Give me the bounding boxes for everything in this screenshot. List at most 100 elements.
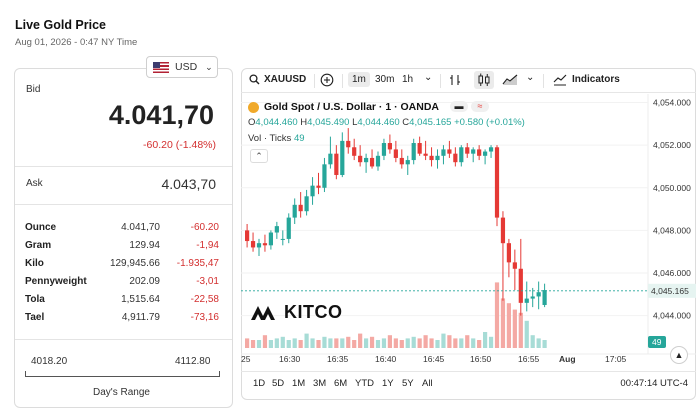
volume-bar: [256, 340, 262, 348]
unit-row-tola: Tola 1,515.64 -22,58: [25, 294, 220, 308]
unit-change: -22,58: [190, 294, 219, 305]
unit-name: Tael: [25, 312, 45, 323]
range-ytd[interactable]: YTD: [355, 378, 374, 389]
candles-button[interactable]: [474, 71, 494, 89]
volume-bar: [435, 340, 440, 348]
candle-body: [411, 143, 416, 161]
range-1m[interactable]: 1M: [292, 378, 306, 389]
indicators-button[interactable]: Indicators: [553, 73, 620, 86]
candle-body: [453, 153, 458, 163]
symbol-legend[interactable]: Gold Spot / U.S. Dollar · 1 · OANDA: [248, 101, 439, 113]
unit-price: 4,911.79: [121, 312, 160, 323]
tradingview-logo-icon[interactable]: ▲: [670, 346, 688, 364]
range-3m[interactable]: 3M: [313, 378, 327, 389]
volume-bar: [298, 340, 303, 348]
approx-badge-icon[interactable]: ≈: [471, 101, 489, 112]
area-chart-icon: [502, 74, 518, 85]
range-1d[interactable]: 1D: [253, 378, 266, 389]
unit-change: -60.20: [190, 222, 219, 233]
range-1y[interactable]: 1Y: [382, 378, 394, 389]
x-tick-label: 16:50: [470, 354, 492, 364]
unit-name: Gram: [25, 240, 52, 251]
range-all[interactable]: All: [422, 378, 433, 389]
x-tick-label: 25: [241, 354, 251, 364]
currency-select[interactable]: USD ⌄: [146, 56, 218, 78]
interval-dropdown-icon[interactable]: ⌄: [424, 72, 433, 83]
candle-body: [334, 153, 339, 175]
chart-type-dropdown-icon[interactable]: ⌄: [526, 72, 535, 83]
candle-body: [274, 226, 279, 233]
toolbar-divider: [440, 74, 441, 88]
candle-body: [423, 153, 428, 156]
candle-body: [369, 157, 375, 167]
volume-bar: [447, 335, 452, 348]
candle-body: [500, 217, 506, 244]
symbol-legend-title: Gold Spot / U.S. Dollar · 1 · OANDA: [264, 101, 440, 113]
volume-bar: [310, 338, 315, 348]
candle-body: [518, 268, 523, 303]
current-price-label: 4,045.165: [651, 286, 689, 296]
volume-bar: [369, 336, 375, 348]
day-range-low: 4018.20: [31, 356, 68, 367]
range-6m[interactable]: 6M: [334, 378, 348, 389]
candle-body: [477, 149, 482, 156]
volume-bars: [245, 282, 547, 348]
symbol-label: XAUUSD: [264, 74, 307, 85]
candle-body: [304, 196, 309, 212]
candle-body: [471, 149, 476, 154]
volume-bar: [381, 338, 387, 348]
unit-name: Kilo: [25, 258, 44, 269]
symbol-search[interactable]: XAUUSD: [249, 74, 306, 85]
open-value: 4,044.460: [255, 117, 298, 128]
divider: [15, 204, 232, 205]
kitco-mark-icon: [251, 305, 275, 320]
volume-bar: [250, 340, 256, 348]
page-title: Live Gold Price: [15, 18, 107, 32]
volume-bar: [286, 340, 291, 348]
unit-row-kilo: Kilo 129,945.66 -1.935,47: [25, 258, 220, 272]
indicators-label: Indicators: [572, 74, 620, 85]
volume-bar: [340, 338, 345, 348]
chart-timestamp[interactable]: 00:47:14 UTC-4: [620, 378, 688, 389]
divider: [15, 339, 232, 340]
volume-bar: [352, 340, 357, 348]
unit-price: 129.94: [129, 240, 160, 251]
compare-button[interactable]: [320, 73, 334, 90]
day-range-label: Day's Range: [93, 387, 150, 398]
area-chart-button[interactable]: [502, 73, 518, 89]
range-5d[interactable]: 5D: [272, 378, 285, 389]
candle-body: [542, 290, 547, 305]
volume-legend[interactable]: Vol · Ticks 49: [248, 133, 305, 144]
unit-row-tael: Tael 4,911.79 -73,16: [25, 312, 220, 326]
ohlc-values: O4,044.460 H4,045.490 L4,044.460 C4,045.…: [248, 117, 525, 128]
unit-change: -1.935,47: [176, 258, 219, 269]
x-tick-label: 16:30: [279, 354, 301, 364]
volume-legend-label: Vol · Ticks: [248, 133, 292, 144]
unit-name: Pennyweight: [25, 276, 87, 287]
candle-body: [286, 217, 291, 239]
bid-value: 4.041,70: [108, 100, 214, 130]
volume-bar: [262, 335, 268, 348]
candle-body: [364, 157, 369, 163]
current-price-tag: [648, 283, 696, 298]
price-chart[interactable]: 4,054.000 4,052.000 4,050.000 4,048.000 4,04…: [241, 94, 696, 371]
minus-badge-icon[interactable]: ▬: [450, 101, 468, 112]
volume-bar: [334, 338, 339, 348]
volume-bar: [328, 338, 333, 348]
bars-pattern-button[interactable]: [448, 73, 462, 90]
interval-30m[interactable]: 30m: [375, 74, 395, 85]
candle-body: [435, 155, 440, 161]
volume-bar: [483, 332, 488, 348]
unit-price: 4.041,70: [121, 222, 160, 233]
collapse-legend-button[interactable]: ⌃: [250, 149, 268, 163]
y-tick-label: 4,044.000: [653, 311, 691, 321]
candle-body: [245, 230, 250, 242]
toolbar-divider: [314, 74, 315, 88]
candle-body: [417, 143, 422, 154]
volume-bar: [465, 335, 470, 348]
interval-1h[interactable]: 1h: [402, 74, 414, 85]
interval-1m[interactable]: 1m: [348, 72, 370, 87]
toolbar-divider: [543, 74, 544, 88]
range-5y[interactable]: 5Y: [402, 378, 414, 389]
day-range-high: 4112.80: [175, 356, 211, 367]
